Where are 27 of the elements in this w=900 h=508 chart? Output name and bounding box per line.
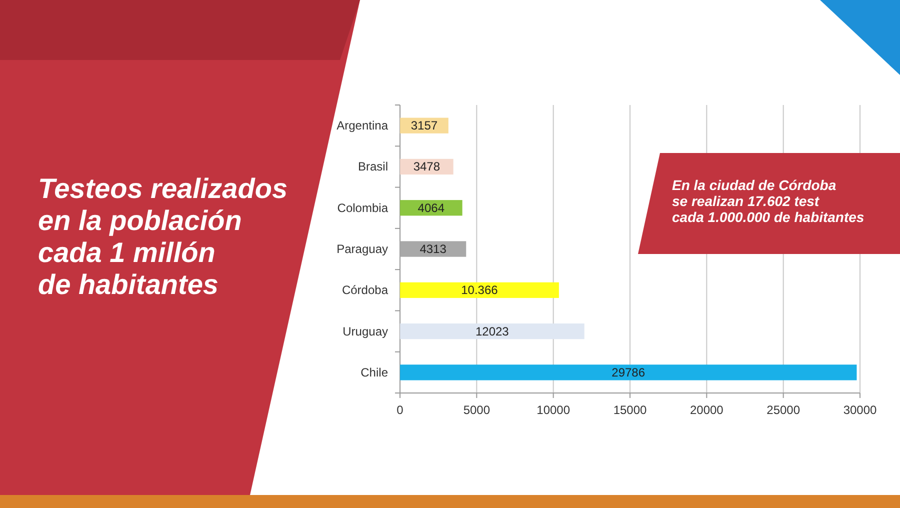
bar bbox=[400, 282, 559, 298]
y-tick-label: Colombia bbox=[337, 200, 388, 215]
text: Testeos realizados en la población cada 1 millón de habitantes bbox=[38, 173, 288, 300]
data-label: 29786 bbox=[612, 365, 646, 380]
x-tick-label: 15000 bbox=[613, 403, 648, 417]
bar bbox=[400, 323, 584, 340]
annotation: En la ciudad de Córdoba se realizan 17.602 test cada 1.000.000 de habitantes bbox=[672, 177, 864, 225]
data-label: 3478 bbox=[413, 160, 440, 174]
y-tick-label: Paraguay bbox=[336, 242, 388, 256]
data-label: 4064 bbox=[418, 200, 445, 215]
y-tick-label: Brasil bbox=[358, 160, 388, 174]
y-tick-label: Argentina bbox=[336, 118, 388, 133]
x-tick-label: 5000 bbox=[463, 403, 490, 417]
bar bbox=[400, 241, 466, 257]
x-tick-label: 20000 bbox=[690, 403, 724, 417]
data-label: 3157 bbox=[410, 118, 438, 133]
data-label: 10.366 bbox=[461, 283, 498, 298]
x-tick-label: 30000 bbox=[843, 403, 878, 417]
data-label: 4313 bbox=[420, 242, 447, 256]
x-tick-label: 0 bbox=[396, 403, 404, 417]
x-tick-label: 25000 bbox=[766, 403, 800, 417]
data-label: 12023 bbox=[475, 324, 510, 338]
y-tick-label: Córdoba bbox=[342, 283, 388, 298]
y-tick-label: Uruguay bbox=[342, 324, 388, 338]
x-tick-label: 10000 bbox=[536, 403, 570, 417]
bar bbox=[400, 364, 857, 380]
y-tick-label: Chile bbox=[360, 365, 388, 380]
